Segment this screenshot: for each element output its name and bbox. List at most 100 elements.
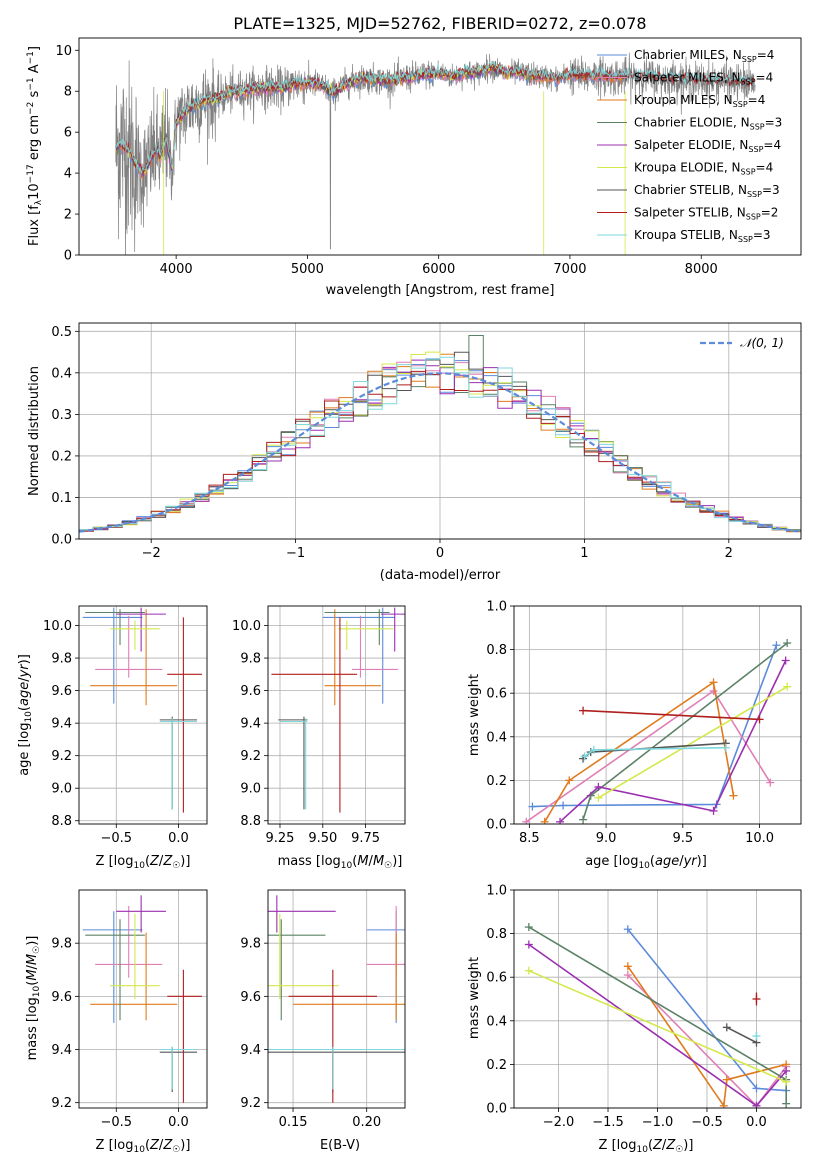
residuals-x-label: (data-model)/error bbox=[380, 568, 501, 583]
spectrum-x-label: wavelength [Angstrom, rest frame] bbox=[326, 283, 555, 298]
series-salpeter-elodie bbox=[524, 940, 791, 1108]
y-tick-label: 9.2 bbox=[51, 749, 72, 764]
legend-label: Salpeter ELODIE, NSSP=4 bbox=[634, 138, 781, 154]
mass-vs-Z-panel: −0.5 0.0 9.2 9.4 9.6 9.8 Z [log10(Z/Z☉)] mass… bbox=[25, 889, 208, 1155]
x-tick-label: −0.5 bbox=[100, 1115, 132, 1130]
legend-sub: SSP bbox=[747, 190, 762, 199]
axis-ticks: −0.5 0.0 9.2 9.4 9.6 9.8 bbox=[51, 937, 188, 1130]
y-tick-label: 9.6 bbox=[240, 990, 261, 1005]
axes-frame bbox=[78, 37, 802, 256]
errorbar-chabrier-stelib bbox=[278, 716, 308, 810]
legend-label: Salpeter MILES, NSSP=4 bbox=[634, 71, 773, 87]
errorbar-chabrier-miles bbox=[322, 607, 395, 704]
spectrum-panel: PLATE=1325, MJD=52762, FIBERID=0272, z=0… bbox=[26, 14, 802, 298]
series-line bbox=[597, 686, 788, 799]
legend-label: Salpeter STELIB, NSSP=2 bbox=[634, 206, 778, 222]
histogram-kroupa-stelib bbox=[79, 356, 801, 534]
age-vs-mass-plot-area: 9.25 9.50 9.75 8.8 9.0 9.2 9.4 9.6 9.8 10.0 bbox=[232, 605, 406, 846]
y-tick-label: 0.2 bbox=[486, 1058, 507, 1073]
axis-ticks: −2 −1 0 1 2 0.0 0.1 0.2 0.3 0.4 0.5 bbox=[51, 325, 733, 561]
errorbar-salpeter-miles bbox=[95, 615, 163, 678]
y-tick-label: 0.6 bbox=[486, 687, 507, 702]
legend-value: =3 bbox=[762, 183, 780, 197]
axes-frame bbox=[513, 889, 802, 1109]
legend-sub: SSP bbox=[750, 123, 765, 132]
errorbar-salpeter-elodie bbox=[116, 607, 166, 652]
grid bbox=[268, 890, 405, 1108]
errorbar-salpeter-miles bbox=[95, 905, 163, 978]
legend-sub: SSP bbox=[742, 55, 757, 64]
data-layer bbox=[82, 895, 203, 1103]
errorbar-kroupa-stelib bbox=[279, 718, 308, 810]
x-tick-label: −2 bbox=[142, 546, 161, 561]
y-tick-label: 0.0 bbox=[486, 1102, 507, 1117]
axis-ticks: 0.15 0.20 9.2 9.4 9.6 9.8 bbox=[240, 937, 381, 1130]
age-vs-Z-x-label: Z [log10(Z/Z☉)] bbox=[96, 854, 191, 871]
y-tick-label: 2 bbox=[64, 208, 72, 223]
axis-ticks: 9.25 9.50 9.75 8.8 9.0 9.2 9.4 9.6 9.8 10.0 bbox=[232, 619, 380, 846]
y-tick-label: 1.0 bbox=[486, 600, 507, 615]
x-tick-label: 4000 bbox=[160, 262, 193, 277]
mass-vs-Z-y-label: mass [log10(M/M☉)] bbox=[25, 936, 42, 1061]
axes-frame bbox=[267, 605, 406, 825]
x-tick-label: 0 bbox=[436, 546, 444, 561]
y-tick-label: 9.2 bbox=[51, 1096, 72, 1111]
axis-ticks: 4000 5000 6000 7000 8000 0 2 4 6 8 10 bbox=[55, 44, 717, 277]
errorbar-kroupa-stelib bbox=[268, 1046, 405, 1090]
y-tick-label: 0.4 bbox=[486, 1014, 507, 1029]
errorbar-kroupa-miles bbox=[90, 932, 178, 1021]
axis-ticks: −0.5 0.0 8.8 9.0 9.2 9.4 9.6 9.8 10.0 bbox=[43, 619, 189, 846]
legend-sub: SSP bbox=[748, 145, 763, 154]
legend-value: =3 bbox=[765, 116, 783, 130]
weight-vs-age-x-label: age [log10(age/yr)] bbox=[585, 854, 707, 871]
y-tick-label: 9.8 bbox=[51, 652, 72, 667]
y-tick-label: 1.0 bbox=[486, 884, 507, 899]
y-tick-label: 9.4 bbox=[51, 717, 72, 732]
age-vs-Z-panel: −0.5 0.0 8.8 9.0 9.2 9.4 9.6 9.8 10.0 Z [log10(Z… bbox=[17, 605, 208, 871]
x-tick-label: −1.5 bbox=[592, 1115, 624, 1130]
errorbar-chabrier-elodie bbox=[85, 609, 145, 646]
model-spectrum-kroupa-stelib bbox=[115, 61, 754, 174]
errorbar-kroupa-elodie bbox=[110, 620, 160, 650]
x-tick-label: −0.5 bbox=[100, 831, 132, 846]
series-salpeter-stelib bbox=[579, 706, 764, 724]
series-kroupa-stelib bbox=[580, 743, 730, 761]
mass-vs-Z-x-label: Z [log10(Z/Z☉)] bbox=[96, 1138, 191, 1155]
legend-sub: SSP bbox=[738, 235, 753, 244]
weight-vs-Z-x-label: Z [log10(Z/Z☉)] bbox=[599, 1138, 694, 1155]
legend-value: =4 bbox=[748, 93, 766, 107]
errorbar-salpeter-stelib bbox=[167, 617, 203, 813]
legend-label: Kroupa STELIB, NSSP=3 bbox=[634, 228, 771, 244]
y-tick-label: 0.1 bbox=[51, 491, 72, 506]
errorbar-salpeter-miles bbox=[351, 615, 399, 678]
series-salpeter-stelib bbox=[752, 992, 761, 1006]
errorbar-chabrier-elodie bbox=[324, 609, 390, 646]
normal-curve bbox=[79, 372, 799, 533]
y-tick-label: 9.4 bbox=[51, 1043, 72, 1058]
y-tick-label: 0 bbox=[64, 249, 72, 264]
legend-sub: SSP bbox=[741, 78, 756, 87]
errorbar-kroupa-elodie bbox=[110, 913, 160, 999]
x-tick-label: 5000 bbox=[291, 262, 324, 277]
axis-ticks: 8.5 9.0 9.5 10.0 0.0 0.2 0.4 0.6 0.8 1.0 bbox=[486, 600, 774, 847]
data-layer bbox=[82, 607, 203, 813]
data-layer bbox=[271, 607, 405, 813]
x-tick-label: −0.5 bbox=[691, 1115, 723, 1130]
weight-vs-age-plot-area: 8.5 9.0 9.5 10.0 0.0 0.2 0.4 0.6 0.8 1.0 bbox=[486, 600, 802, 847]
y-tick-label: 8 bbox=[64, 85, 72, 100]
y-tick-label: 0.4 bbox=[51, 366, 72, 381]
y-tick-label: 0.4 bbox=[486, 730, 507, 745]
data-layer bbox=[79, 335, 801, 534]
y-tick-label: 0.3 bbox=[51, 408, 72, 423]
x-tick-label: 10.0 bbox=[745, 831, 774, 846]
residuals-plot-area: −2 −1 0 1 2 0.0 0.1 0.2 0.3 0.4 0.5 bbox=[51, 322, 802, 561]
errorbar-chabrier-miles bbox=[82, 607, 143, 704]
grid bbox=[79, 890, 207, 1108]
data-layer bbox=[524, 923, 791, 1108]
y-tick-label: 9.6 bbox=[51, 684, 72, 699]
series-kroupa-elodie bbox=[594, 682, 792, 802]
errorbar-kroupa-miles bbox=[324, 609, 382, 706]
axes-frame bbox=[513, 605, 802, 825]
series-line bbox=[528, 969, 787, 1083]
